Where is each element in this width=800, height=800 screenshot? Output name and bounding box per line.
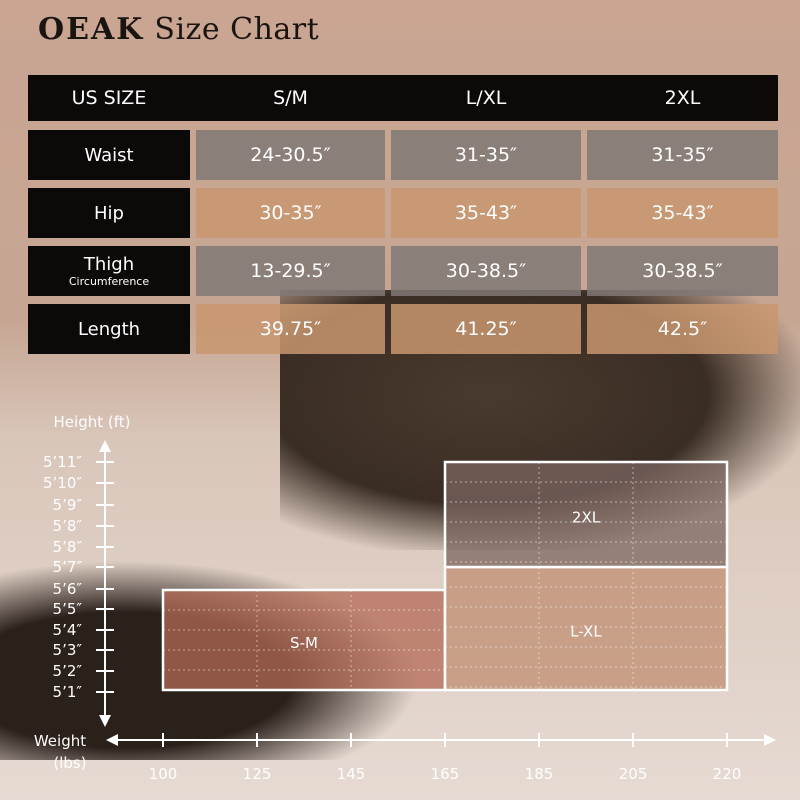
header-cell: US SIZE (28, 75, 190, 121)
header-cell: S/M (196, 75, 385, 121)
header-cell: L/XL (391, 75, 581, 121)
x-tick-label: 145 (337, 765, 366, 783)
table-cell: 31-35″ (587, 130, 778, 180)
y-tick-label: 5’2″ (53, 662, 83, 680)
cell-value: 24-30.5″ (250, 144, 331, 166)
cell-value: 42.5″ (657, 318, 708, 340)
header-label: 2XL (664, 87, 701, 109)
cell-value: 41.25″ (455, 318, 517, 340)
header-label: L/XL (465, 87, 507, 109)
y-tick-label: 5’6″ (53, 580, 83, 598)
cell-value: 30-35″ (259, 202, 322, 224)
x-axis-title: Weight (34, 732, 86, 750)
table-cell: 30-38.5″ (391, 246, 581, 296)
x-tick-label: 165 (431, 765, 460, 783)
y-tick-label: 5’8″ (53, 538, 83, 556)
page-title: OEAK Size Chart (38, 12, 319, 47)
row-label-thigh: Thigh Circumference (28, 246, 190, 296)
table-cell: 41.25″ (391, 304, 581, 354)
table-cell: 39.75″ (196, 304, 385, 354)
header-label: S/M (273, 87, 308, 109)
header-cell: 2XL (587, 75, 778, 121)
y-tick-label: 5’9″ (53, 496, 83, 514)
row-label-length: Length (28, 304, 190, 354)
y-tick-label: 5’10″ (43, 474, 82, 492)
title-text: Size Chart (154, 12, 320, 47)
size-region-2xl (443, 460, 729, 569)
cell-value: 31-35″ (454, 144, 518, 166)
x-tick-label: 220 (713, 765, 742, 783)
table-cell: 42.5″ (587, 304, 778, 354)
table-header-row (28, 75, 778, 121)
header-label: US SIZE (71, 87, 147, 109)
x-tick-label: 125 (243, 765, 272, 783)
row-label: Waist (84, 144, 134, 166)
brand-logo: OEAK (38, 12, 145, 47)
row-sublabel: Circumference (68, 275, 150, 288)
table-cell: 35-43″ (391, 188, 581, 238)
cell-value: 13-29.5″ (250, 260, 331, 282)
row-label-waist: Waist (28, 130, 190, 180)
region-label: S-M (290, 634, 318, 652)
table-cell: 30-38.5″ (587, 246, 778, 296)
cell-value: 30-38.5″ (445, 260, 527, 282)
cell-value: 35-43″ (651, 202, 714, 224)
y-tick-label: 5’1″ (53, 683, 83, 701)
row-label-hip: Hip (28, 188, 190, 238)
x-axis-unit: (lbs) (53, 754, 86, 772)
table-cell: 31-35″ (391, 130, 581, 180)
x-tick-label: 100 (149, 765, 178, 783)
row-label: Thigh (83, 254, 135, 275)
y-tick-label: 5’7″ (53, 558, 83, 576)
table-cell: 24-30.5″ (196, 130, 385, 180)
table-cell: 13-29.5″ (196, 246, 385, 296)
size-region-s-m (161, 588, 447, 692)
y-tick-label: 5’8″ (53, 517, 83, 535)
y-tick-label: 5’11″ (43, 453, 82, 471)
y-tick-label: 5’4″ (53, 621, 83, 639)
table-cell: 35-43″ (587, 188, 778, 238)
y-tick-label: 5’5″ (53, 600, 83, 618)
row-label: Hip (94, 202, 124, 224)
region-label: L-XL (570, 623, 602, 641)
cell-value: 30-38.5″ (642, 260, 723, 282)
row-label: Length (77, 318, 141, 340)
cell-value: 31-35″ (651, 144, 714, 166)
x-tick-label: 185 (525, 765, 554, 783)
cell-value: 39.75″ (259, 318, 322, 340)
region-label: 2XL (572, 509, 601, 527)
y-tick-label: 5’3″ (53, 641, 83, 659)
cell-value: 35-43″ (454, 202, 518, 224)
x-tick-label: 205 (619, 765, 648, 783)
y-axis-title: Height (ft) (54, 413, 131, 431)
table-cell: 30-35″ (196, 188, 385, 238)
